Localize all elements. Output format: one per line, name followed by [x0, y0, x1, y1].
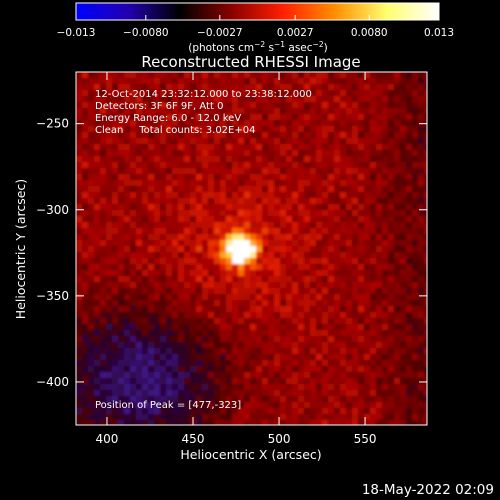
annotation-time-range: 12-Oct-2014 23:32:12.000 to 23:38:12.000	[95, 89, 312, 100]
annotations: 12-Oct-2014 23:32:12.000 to 23:38:12.000…	[95, 89, 312, 411]
x-tick-label: 500	[268, 432, 291, 446]
plot-frame	[75, 71, 428, 426]
colorbar-ticks: −0.013 −0.0080 −0.0027 0.0027 0.0080 0.013	[57, 15, 454, 39]
colorbar-unit: (photons cm−2 s−1 asec−2)	[188, 40, 327, 54]
x-tick-label: 400	[96, 432, 119, 446]
colorbar-tick-label: −0.0027	[197, 27, 243, 39]
y-tick-label: −250	[36, 117, 69, 131]
y-tick-label: −350	[36, 289, 69, 303]
x-tick-label: 550	[354, 432, 377, 446]
heatmap	[76, 72, 427, 425]
y-axis-label: Heliocentric Y (arcsec)	[13, 179, 28, 319]
footer-timestamp: 18-May-2022 02:09	[362, 482, 494, 498]
colorbar-tick-label: −0.013	[57, 27, 96, 39]
x-axis-label: Heliocentric X (arcsec)	[180, 447, 321, 462]
y-tick-label: −300	[36, 203, 69, 217]
colorbar: −0.013 −0.0080 −0.0027 0.0027 0.0080 0.013 (p…	[57, 2, 454, 54]
colorbar-gradient	[75, 2, 440, 21]
annotation-energy-range: Energy Range: 6.0 - 12.0 keV	[95, 113, 241, 124]
x-axis-ticks: 400 450 500 550	[96, 72, 377, 446]
annotation-peak-position: Position of Peak = [477,-323]	[95, 400, 241, 411]
colorbar-tick-label: −0.0080	[123, 27, 169, 39]
annotation-clean-counts: Clean Total counts: 3.02E+04	[95, 125, 255, 136]
chart-title: Reconstructed RHESSI Image	[141, 53, 360, 71]
x-tick-label: 450	[182, 432, 205, 446]
y-tick-label: −400	[36, 375, 69, 389]
colorbar-tick-label: 0.0027	[277, 27, 314, 39]
y-axis-ticks: −250 −300 −350 −400	[36, 117, 427, 389]
annotation-detectors: Detectors: 3F 6F 9F, Att 0	[95, 101, 223, 112]
colorbar-tick-label: 0.0080	[351, 27, 388, 39]
colorbar-tick-label: 0.013	[424, 27, 454, 39]
